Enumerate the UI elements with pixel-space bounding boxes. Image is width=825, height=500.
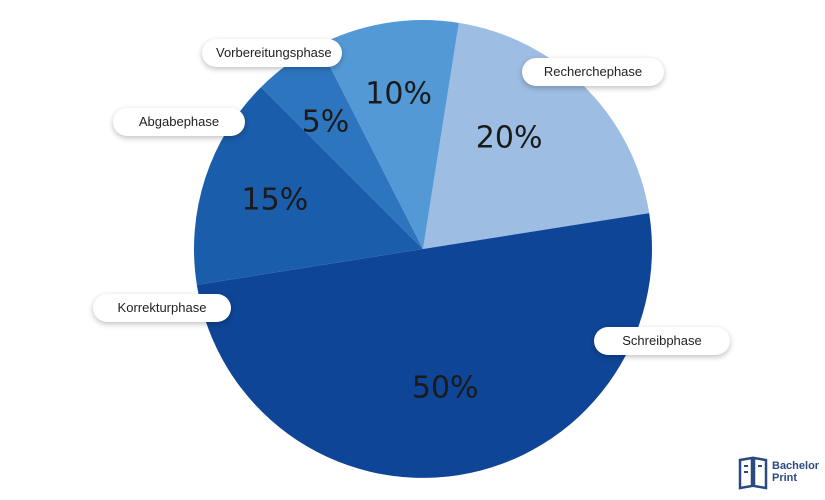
pie-percent-vorbereitungsphase: 10% [365,77,432,112]
pie-slice-abgabephase [261,44,423,250]
pie-slice-korrekturphase [194,87,423,285]
pie-slices [194,19,652,478]
callout-abgabephase: Abgabephase [113,108,245,136]
pie-percent-labels: 20% 50% 15% 5% 10% [242,77,543,406]
pie-percent-recherchephase: 20% [476,120,543,155]
pie-percent-abgabephase: 5% [302,105,350,140]
callout-vorbereitungsphase: Vorbereitungsphase [202,39,342,67]
book-icon [738,456,768,490]
brand-wordmark: Bachelor Print [772,460,819,484]
callout-recherchephase: Recherchephase [522,58,664,86]
pie-slice-schreibphase [196,213,652,478]
callout-korrekturphase: Korrekturphase [93,294,231,322]
brand-line2: Print [772,472,798,484]
bachelorprint-logo: Bachelor Print [738,456,822,492]
callout-schreibphase: Schreibphase [594,327,730,355]
pie-percent-schreibphase: 50% [412,371,479,406]
pie-slice-recherchephase [423,22,650,250]
pie-percent-korrekturphase: 15% [242,182,309,217]
pie-slice-vorbereitungsphase [319,19,459,249]
brand-line1: Bachelor [772,460,820,472]
